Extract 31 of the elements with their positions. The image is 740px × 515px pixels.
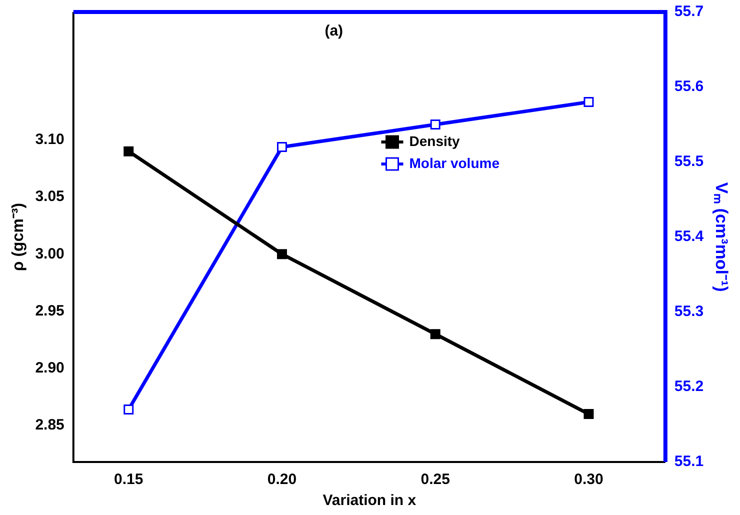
legend-label: Density	[409, 132, 460, 149]
y2-tick-label: 55.5	[674, 153, 704, 170]
x-axis-title: Variation in x	[322, 492, 417, 510]
point	[276, 249, 287, 260]
point	[584, 409, 594, 420]
annotation: (a)	[324, 22, 344, 40]
legend-label: Molar volume	[409, 154, 500, 171]
y2-tick-label: 55.7	[674, 3, 704, 20]
x-tick-label: 0.15	[114, 471, 144, 488]
point	[430, 120, 440, 130]
y-tick-label: 3.05	[35, 188, 64, 206]
y-tick-label: 3.00	[35, 245, 64, 262]
y2-tick-label: 55.1	[674, 453, 704, 470]
y-tick-label: 3.10	[35, 131, 64, 148]
y2-tick-label: 55.6	[674, 78, 704, 96]
point	[276, 142, 287, 152]
x-tick-label: 0.30	[574, 471, 604, 488]
point	[124, 146, 134, 156]
y-axis-title: ρ (gcm⁻³)	[10, 202, 28, 272]
point	[124, 404, 134, 414]
x-tick-label: 0.20	[267, 471, 297, 488]
y2-axis-title: Vₘ (cm³mol⁻¹)	[712, 182, 732, 292]
point	[584, 97, 594, 107]
y2-tick-label: 55.4	[674, 228, 704, 246]
y-tick-label: 2.85	[35, 416, 64, 434]
y-tick-label: 2.95	[35, 302, 64, 320]
y-tick-label: 2.90	[35, 359, 64, 376]
point	[430, 329, 440, 340]
y2-tick-label: 55.2	[674, 378, 704, 396]
x-tick-label: 0.25	[420, 471, 450, 488]
y2-tick-label: 55.3	[674, 303, 704, 320]
